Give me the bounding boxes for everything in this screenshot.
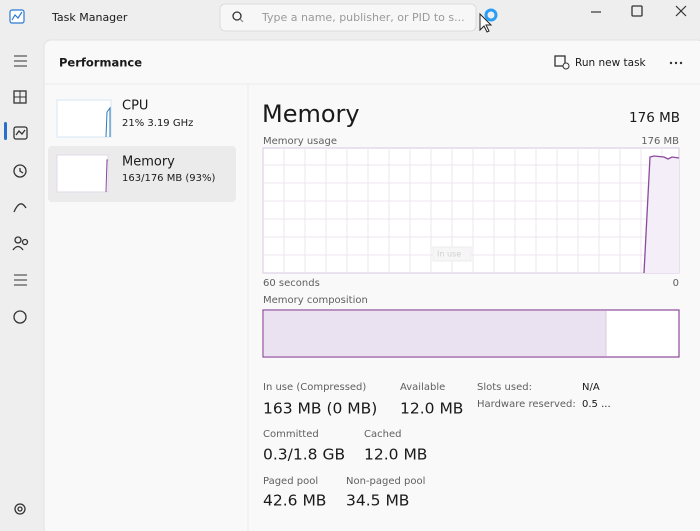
app-icon <box>9 9 25 24</box>
cpu-detail: 21% 3.19 GHz <box>122 118 193 129</box>
tooltip-text: In use <box>437 250 461 259</box>
graph-x-left: 60 seconds <box>263 278 320 289</box>
graph-label: Memory usage <box>263 136 337 147</box>
sidebar-cpu[interactable]: CPU 21% 3.19 GHz <box>56 99 193 138</box>
stat-label: Paged pool <box>263 476 318 487</box>
startup-apps-nav[interactable] <box>13 203 27 213</box>
composition-in-use <box>264 311 606 356</box>
hardware-label: Hardware reserved: <box>477 399 576 410</box>
users-nav[interactable] <box>12 236 29 251</box>
cpu-thumbnail <box>56 99 112 138</box>
close-button[interactable] <box>675 5 687 17</box>
composition-bar <box>262 309 680 358</box>
run-task-icon <box>554 55 570 70</box>
nav-rail <box>4 55 29 515</box>
maximize-button[interactable] <box>631 5 643 17</box>
mouse-cursor <box>479 12 493 33</box>
stat-value: 0.3/1.8 GB <box>263 446 345 464</box>
memory-usage-graph: In use <box>262 147 680 274</box>
loading-indicator <box>484 8 498 22</box>
hardware-label: Slots used: <box>477 382 532 393</box>
stat-label: In use (Compressed) <box>263 382 366 393</box>
graph-grid <box>263 148 679 273</box>
graph-max: 176 MB <box>641 136 679 147</box>
more-options-button[interactable] <box>669 61 683 65</box>
search-box[interactable] <box>219 3 477 32</box>
active-indicator <box>4 122 7 140</box>
hardware-value: 0.5 ... <box>582 399 611 410</box>
stat-value: 12.0 MB <box>400 400 463 418</box>
details-nav[interactable] <box>14 274 27 286</box>
menu-button[interactable] <box>14 55 27 67</box>
graph-x-right: 0 <box>673 278 679 289</box>
stat-label: Available <box>400 382 445 393</box>
run-new-task-button[interactable]: Run new task <box>575 57 647 69</box>
search-placeholder: Type a name, publisher, or PID to s... <box>261 11 465 24</box>
stat-value: 12.0 MB <box>364 446 427 464</box>
memory-detail: 163/176 MB (93%) <box>122 173 216 184</box>
hardware-value: N/A <box>582 382 600 393</box>
sidebar-memory[interactable]: Memory 163/176 MB (93%) <box>48 146 236 202</box>
stat-label: Cached <box>364 429 401 440</box>
stat-label: Committed <box>263 429 319 440</box>
stat-value: 163 MB (0 MB) <box>263 400 377 418</box>
main-title: Memory <box>262 100 360 128</box>
usage-line <box>643 155 680 274</box>
stat-label: Non-paged pool <box>346 476 425 487</box>
performance-nav[interactable] <box>13 126 28 140</box>
window-title: Task Manager <box>51 11 128 24</box>
app-history-nav[interactable] <box>13 164 27 178</box>
total-memory: 176 MB <box>629 110 680 126</box>
page-heading: Performance <box>59 56 142 70</box>
memory-name: Memory <box>122 155 175 170</box>
search-icon <box>232 11 244 23</box>
services-nav[interactable] <box>13 310 27 324</box>
stat-value: 42.6 MB <box>263 492 326 510</box>
settings-nav[interactable] <box>14 503 26 515</box>
usage-area <box>644 156 679 273</box>
composition-label: Memory composition <box>263 295 368 306</box>
cpu-name: CPU <box>122 99 148 114</box>
processes-nav[interactable] <box>13 90 27 104</box>
stat-value: 34.5 MB <box>346 492 409 510</box>
memory-thumbnail <box>56 154 109 193</box>
memory-thumbnail-line <box>105 159 108 193</box>
tooltip-box <box>432 246 472 262</box>
cpu-thumbnail-line <box>105 106 111 138</box>
